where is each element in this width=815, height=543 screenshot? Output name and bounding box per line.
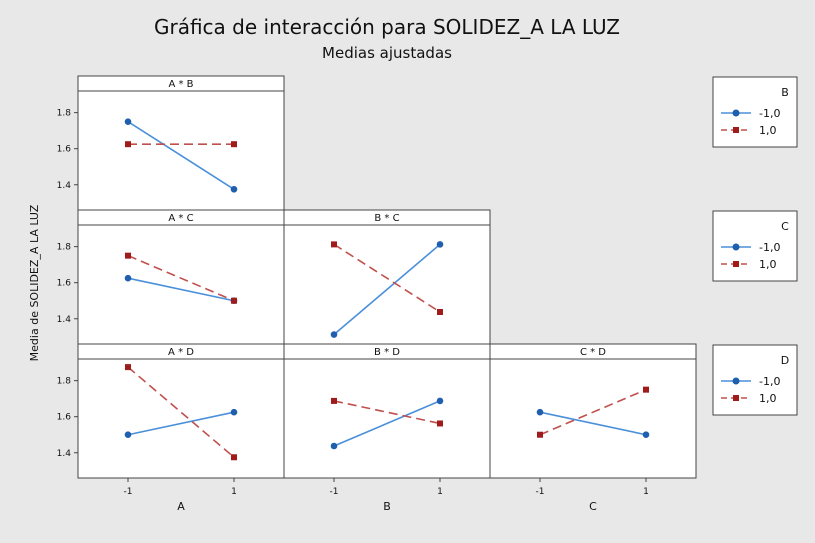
data-point-low xyxy=(124,118,132,125)
legend-marker-high xyxy=(733,127,739,133)
legend-box xyxy=(712,76,798,148)
series-line-high xyxy=(127,366,235,458)
legend-marker-low xyxy=(732,109,740,117)
series-line-high xyxy=(539,388,647,436)
data-point-high xyxy=(437,420,443,427)
x-tick-label: -1 xyxy=(124,487,133,497)
data-point-low xyxy=(230,408,238,416)
panel-plot-area xyxy=(489,358,697,479)
panel-a-b: A * B 1.4 1.6 1.8 xyxy=(57,75,285,211)
panel-plot-area xyxy=(283,358,491,479)
legend-entry-label: 1,0 xyxy=(759,124,777,137)
legend-marker-high xyxy=(733,395,739,401)
panel-strip-label: B * D xyxy=(374,347,400,358)
data-point-high xyxy=(437,308,443,315)
data-point-low xyxy=(230,185,238,193)
chart-title: Gráfica de interacción para SOLIDEZ_A LA… xyxy=(154,15,620,39)
x-tick-label: -1 xyxy=(536,487,545,497)
legend-entry-label: -1,0 xyxy=(759,107,780,120)
data-point-high xyxy=(231,297,237,304)
panel-a-c: A * C 1.4 1.6 1.8 xyxy=(57,209,285,345)
data-point-low xyxy=(330,442,338,450)
panel-c-d: C * D -1 1 C xyxy=(489,343,697,513)
x-tick-label: 1 xyxy=(643,487,649,497)
data-point-low xyxy=(536,408,544,416)
y-tick-label: 1.4 xyxy=(57,181,72,191)
legend-marker-high xyxy=(733,261,739,267)
data-point-high xyxy=(331,241,337,248)
y-tick-label: 1.4 xyxy=(57,315,72,325)
data-point-high xyxy=(125,364,131,371)
legend-entry-label: 1,0 xyxy=(759,392,777,405)
legend-title: B xyxy=(781,86,789,99)
y-tick-label: 1.6 xyxy=(57,413,72,423)
y-tick-label: 1.6 xyxy=(57,145,72,155)
data-point-high xyxy=(537,431,543,438)
series-line-high xyxy=(127,254,235,302)
panel-strip-label: A * C xyxy=(168,213,193,224)
data-point-low xyxy=(436,241,444,248)
data-point-high xyxy=(231,454,237,461)
data-point-low xyxy=(436,397,444,405)
legend-c: C-1,0 1,0 xyxy=(712,210,798,282)
series-line-low xyxy=(127,277,235,302)
series-line-high xyxy=(333,243,441,313)
data-point-low xyxy=(330,331,338,338)
data-point-low xyxy=(124,431,132,439)
chart-subtitle: Medias ajustadas xyxy=(322,44,452,62)
data-point-high xyxy=(643,386,649,393)
data-point-high xyxy=(231,141,237,148)
legend-box xyxy=(712,210,798,282)
x-axis-label: B xyxy=(383,500,391,513)
data-point-low xyxy=(124,274,132,282)
series-line-low xyxy=(539,411,647,436)
panel-a-d: A * D 1.4 1.6 1.8 -1 1 A xyxy=(57,343,285,513)
legend-title: C xyxy=(781,220,789,233)
panel-b-d: B * D -1 1 B xyxy=(283,343,491,513)
panel-plot-area xyxy=(77,358,285,479)
panel-plot-area xyxy=(283,224,491,345)
panel-strip-label: B * C xyxy=(374,213,399,224)
x-axis-label: A xyxy=(177,500,185,513)
y-tick-label: 1.8 xyxy=(57,377,72,387)
legend-box xyxy=(712,344,798,416)
data-point-high xyxy=(125,252,131,259)
series-line-low xyxy=(333,400,441,447)
legend-marker-low xyxy=(732,243,740,251)
x-tick-label: -1 xyxy=(330,487,339,497)
data-point-high xyxy=(331,397,337,404)
legend-b: B-1,0 1,0 xyxy=(712,76,798,148)
legend-entry-label: -1,0 xyxy=(759,375,780,388)
panel-plot-area xyxy=(77,90,285,211)
panel-b-c: B * C xyxy=(283,209,491,345)
series-line-high xyxy=(333,400,441,425)
y-tick-label: 1.4 xyxy=(57,449,72,459)
panels: A * B 1.4 1.6 1.8 A * C 1.4 1.6 1.8 B * C A * D 1.… xyxy=(57,75,697,513)
x-axis-label: C xyxy=(589,500,597,513)
panel-strip-label: C * D xyxy=(580,347,606,358)
data-point-high xyxy=(125,141,131,148)
series-line-low xyxy=(333,243,441,336)
legend-entry-label: -1,0 xyxy=(759,241,780,254)
data-point-low xyxy=(642,431,650,439)
panel-strip-label: A * D xyxy=(168,347,194,358)
x-tick-label: 1 xyxy=(437,487,443,497)
legends: B-1,01,0C-1,01,0D-1,01,0 xyxy=(712,76,798,416)
legend-entry-label: 1,0 xyxy=(759,258,777,271)
legend-marker-low xyxy=(732,377,740,385)
panel-strip-label: A * B xyxy=(168,79,193,90)
y-axis-label: Media de SOLIDEZ_A LA LUZ xyxy=(28,204,41,361)
y-tick-label: 1.6 xyxy=(57,279,72,289)
legend-d: D-1,0 1,0 xyxy=(712,344,798,416)
x-tick-label: 1 xyxy=(231,487,237,497)
y-tick-label: 1.8 xyxy=(57,109,72,119)
series-line-low xyxy=(127,411,235,436)
series-line-low xyxy=(127,120,235,190)
y-tick-label: 1.8 xyxy=(57,243,72,253)
panel-plot-area xyxy=(77,224,285,345)
legend-title: D xyxy=(781,354,789,367)
